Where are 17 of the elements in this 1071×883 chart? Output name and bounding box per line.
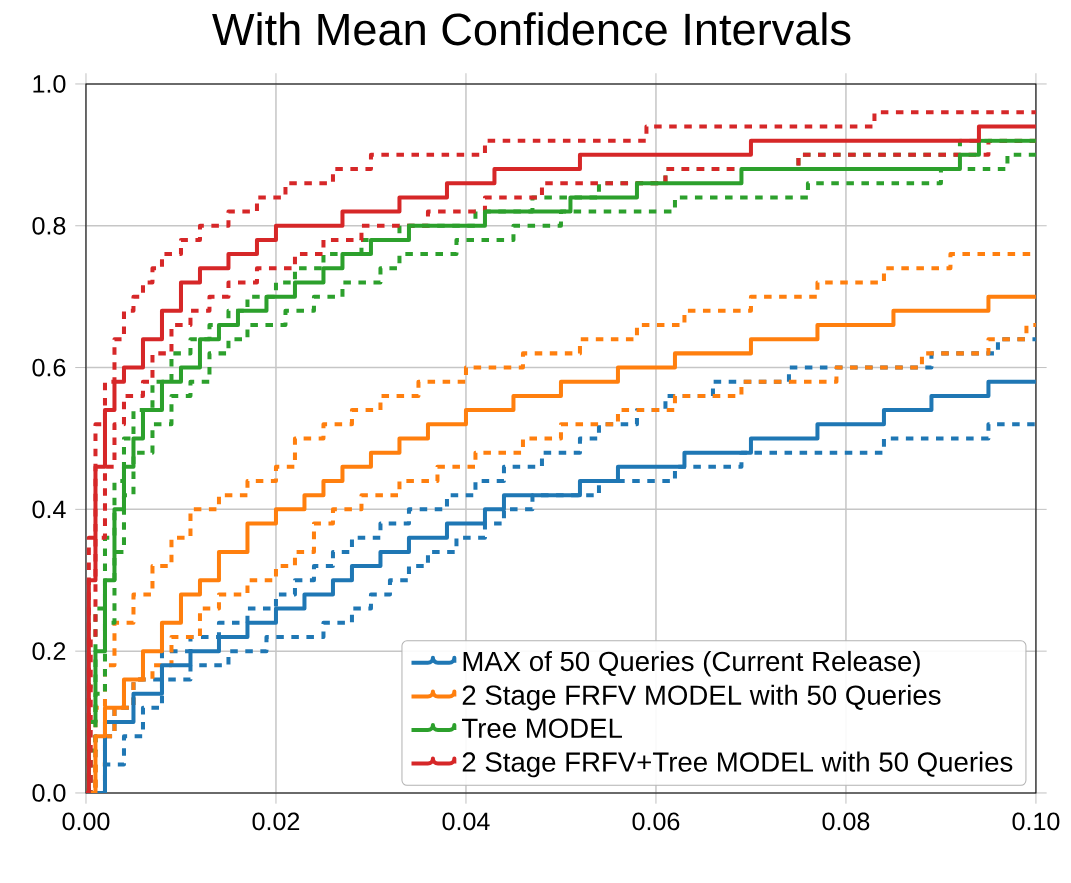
x-tick-label: 0.10 [1012, 812, 1060, 831]
y-tick-label: 0.0 [32, 784, 66, 802]
y-tick-label: 0.8 [32, 216, 66, 235]
chart-title: With Mean Confidence Intervals [212, 12, 851, 46]
legend-label: MAX of 50 Queries (Current Release) [463, 650, 920, 677]
legend-label: Tree MODEL [462, 718, 622, 739]
x-tick-label: 0.02 [252, 812, 300, 831]
y-tick-label: 0.6 [32, 358, 66, 377]
legend-label: 2 Stage FRFV+Tree MODEL with 50 Queries [462, 751, 1013, 778]
x-tick-label: 0.08 [822, 812, 870, 831]
x-tick-label: 0.00 [62, 812, 110, 831]
y-tick-label: 0.2 [32, 642, 66, 661]
y-tick-label: 1.0 [33, 75, 66, 93]
x-tick-label: 0.06 [632, 812, 680, 831]
x-tick-label: 0.04 [442, 812, 490, 831]
legend-label: 2 Stage FRFV MODEL with 50 Queries [462, 684, 941, 711]
y-tick-label: 0.4 [32, 500, 66, 519]
